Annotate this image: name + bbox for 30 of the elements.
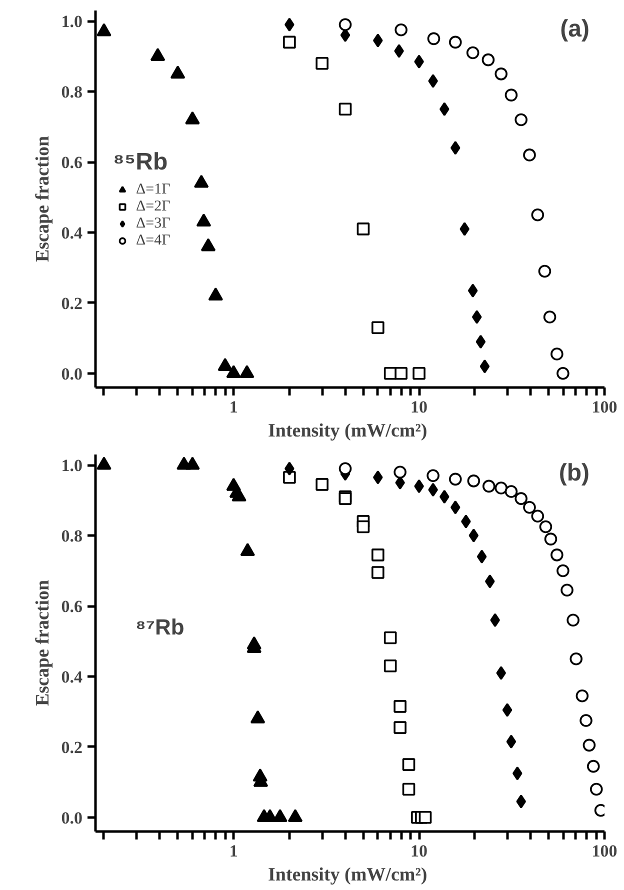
legend-title: ⁸⁵Rb	[113, 148, 169, 176]
y-tick-label: 0.6	[61, 153, 82, 172]
y-tick-label: 0.0	[61, 808, 82, 828]
y-tick-label: 1.0	[61, 12, 82, 32]
y-tick-label: 1.0	[61, 456, 82, 476]
x-tick-label: 1	[229, 842, 238, 860]
x-tick-label: 1	[229, 398, 238, 416]
x-axis-title: Intensity (mW/cm²)	[268, 864, 428, 886]
y-tick-label: 0.4	[61, 667, 83, 686]
x-tick-label: 10	[410, 398, 428, 416]
y-tick-label: 0.2	[61, 294, 82, 313]
legend-label: Δ=2Γ	[136, 198, 170, 215]
annotation: (a)	[560, 16, 590, 42]
x-tick-label: 100	[592, 398, 618, 416]
legend-label: Δ=3Γ	[136, 215, 170, 232]
y-tick-label: 0.6	[61, 597, 82, 616]
y-tick-label: 0.8	[61, 82, 82, 102]
annotation: (b)	[558, 460, 590, 486]
y-axis-title: Escape fraction	[32, 580, 54, 706]
x-tick-label: 100	[592, 842, 618, 860]
x-axis-title: Intensity (mW/cm²)	[268, 420, 428, 442]
legend-label: Δ=1Γ	[136, 181, 170, 198]
annotation: ⁸⁷Rb	[136, 614, 184, 640]
y-axis-title: Escape fraction	[32, 136, 54, 262]
x-tick-label: 10	[410, 842, 428, 860]
y-tick-label: 0.8	[61, 526, 82, 546]
legend-label: Δ=4Γ	[136, 232, 170, 249]
y-tick-label: 0.2	[61, 738, 82, 757]
y-tick-label: 0.0	[61, 364, 82, 384]
y-tick-label: 0.4	[61, 223, 83, 242]
